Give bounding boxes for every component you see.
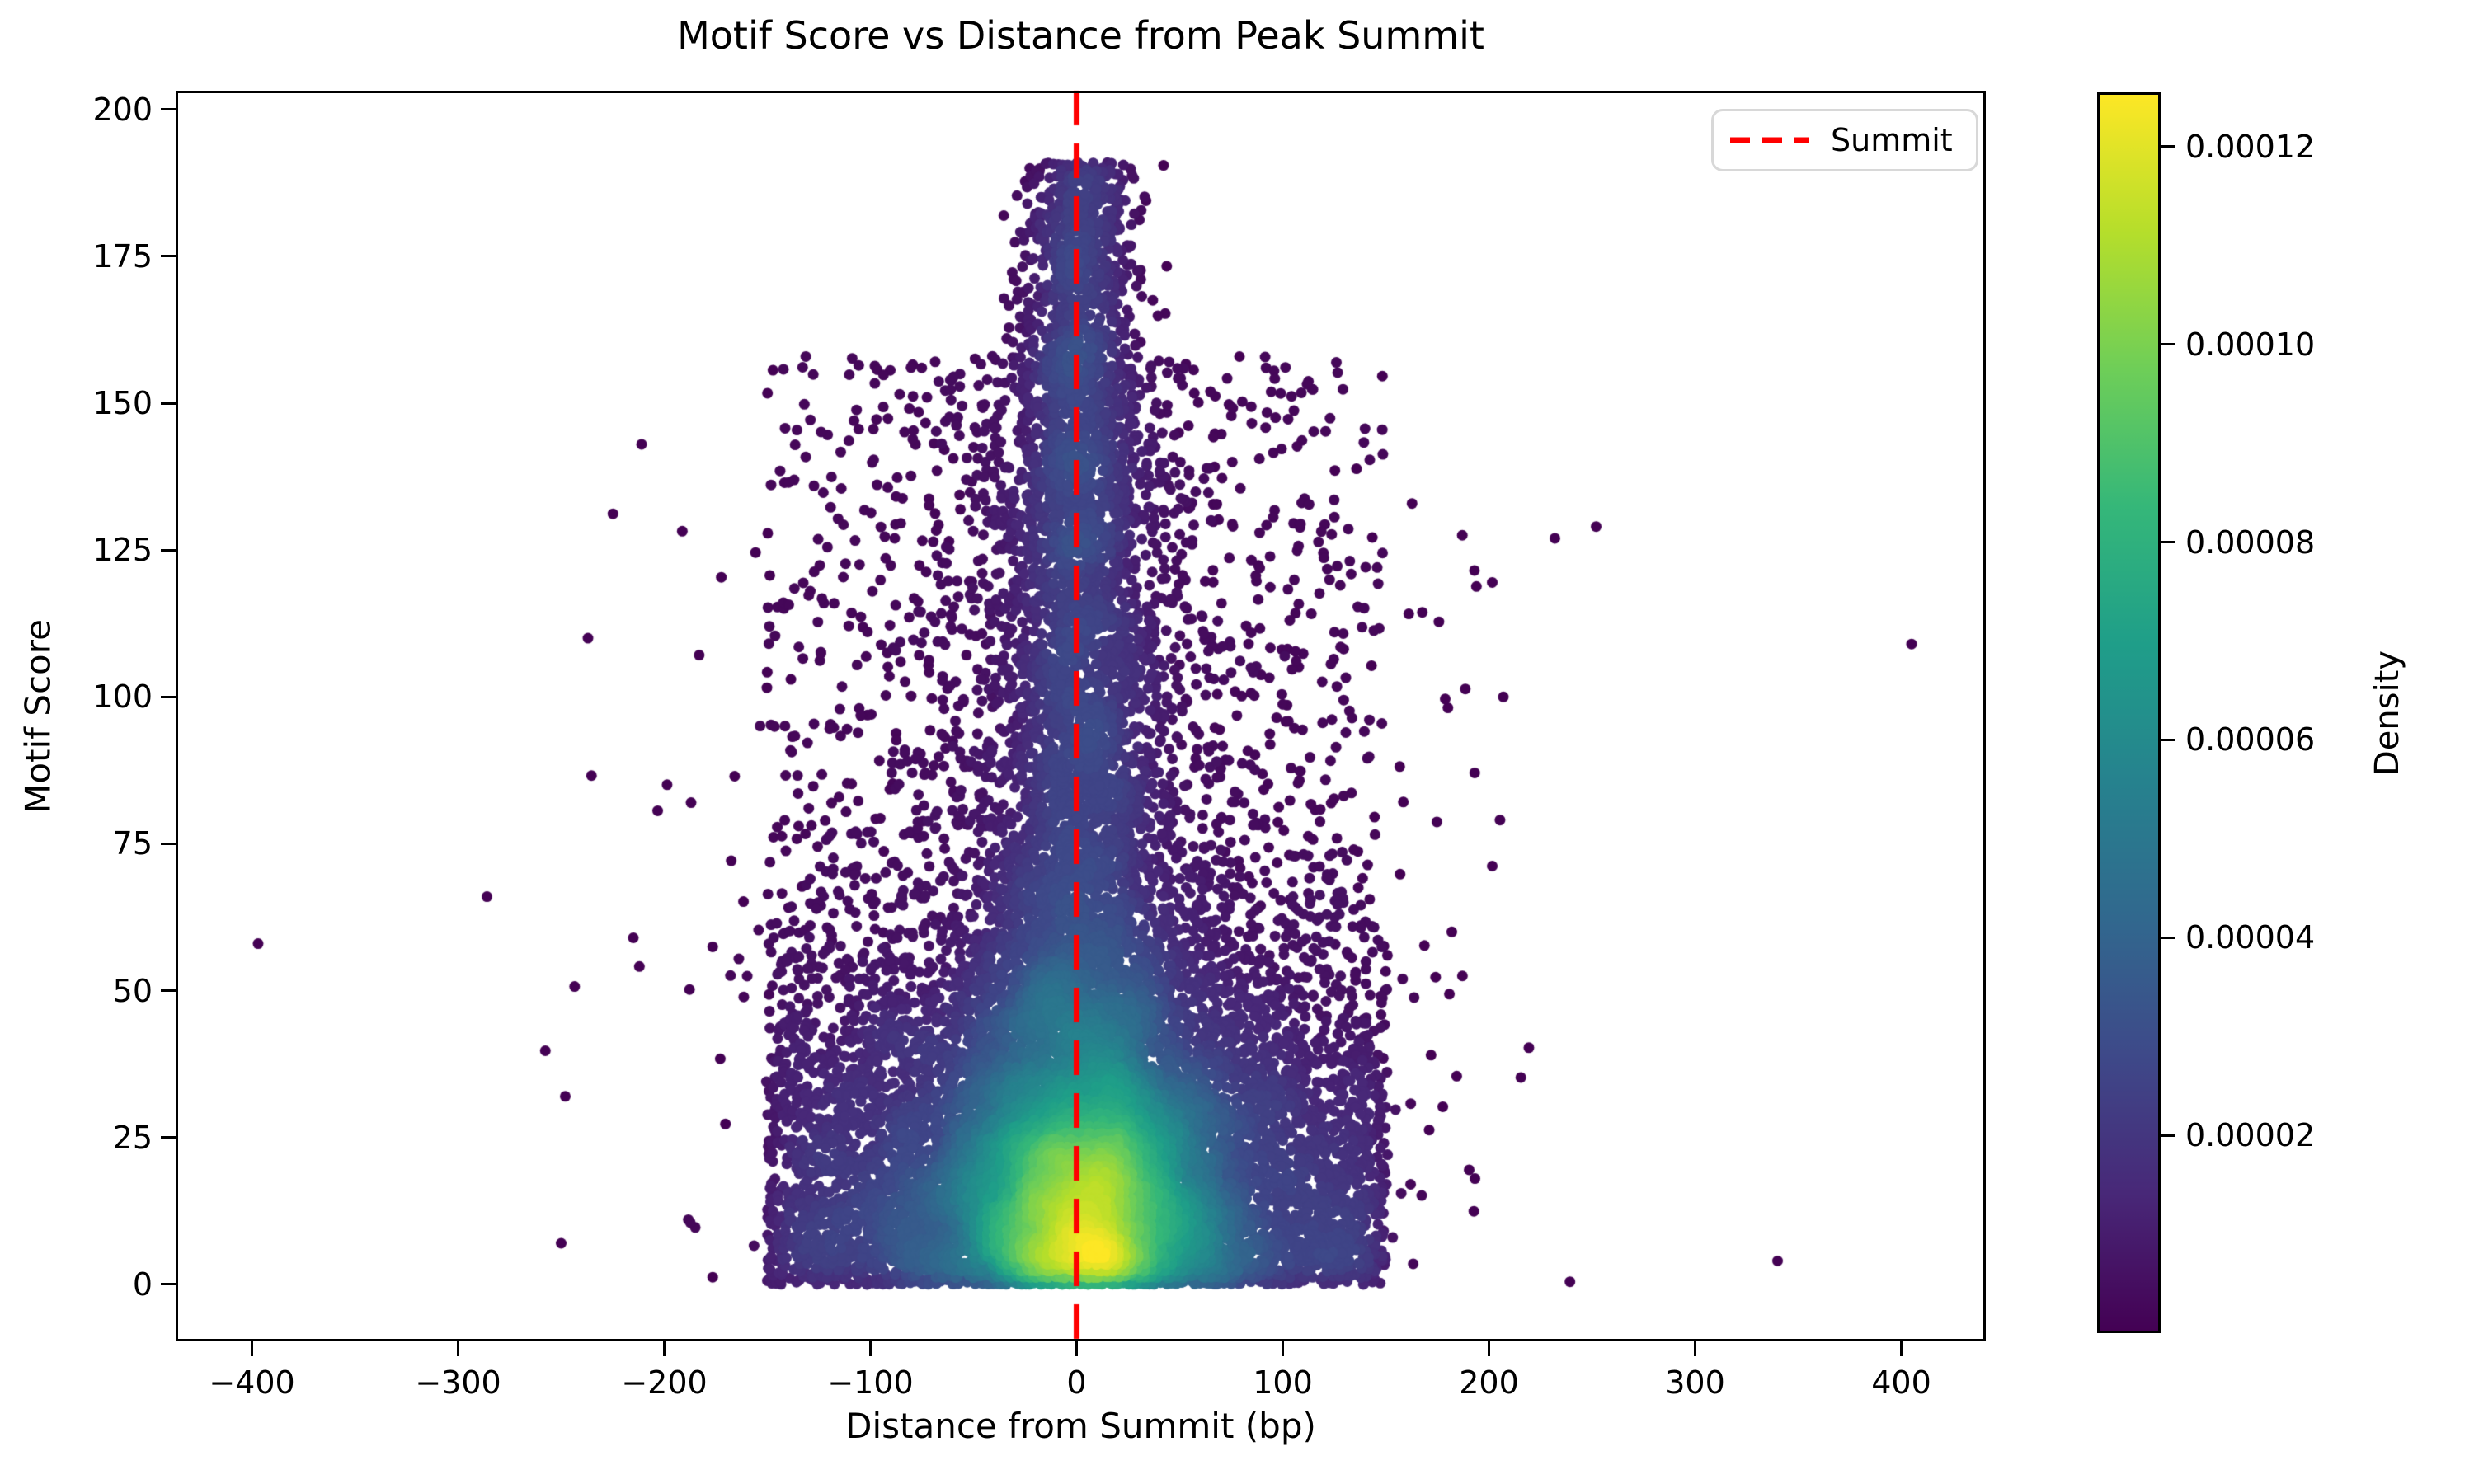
x-tick-mark <box>251 1341 253 1356</box>
y-tick-mark <box>161 1283 176 1286</box>
y-tick-mark <box>161 402 176 405</box>
colorbar-tick-label: 0.00004 <box>2185 919 2316 956</box>
x-tick-label: −200 <box>621 1364 708 1401</box>
colorbar-tick-mark <box>2161 343 2175 346</box>
x-tick-label: 100 <box>1253 1364 1313 1401</box>
y-tick-mark <box>161 108 176 111</box>
y-tick-label: 25 <box>112 1119 153 1156</box>
legend: Summit <box>1711 109 1978 171</box>
colorbar-tick-label: 0.00010 <box>2185 326 2316 363</box>
colorbar-tick-label: 0.00012 <box>2185 128 2316 165</box>
y-tick-label: 100 <box>92 679 153 716</box>
x-tick-label: 400 <box>1871 1364 1931 1401</box>
y-tick-mark <box>161 548 176 552</box>
colorbar-tick-label: 0.00002 <box>2185 1117 2316 1154</box>
colorbar-tick-mark <box>2161 936 2175 939</box>
colorbar <box>2097 92 2161 1333</box>
x-tick-mark <box>1694 1341 1696 1356</box>
y-tick-mark <box>161 695 176 698</box>
y-tick-mark <box>161 842 176 845</box>
x-tick-label: 300 <box>1665 1364 1725 1401</box>
x-tick-mark <box>457 1341 459 1356</box>
y-tick-label: 200 <box>92 91 153 128</box>
y-tick-label: 0 <box>132 1266 153 1303</box>
x-tick-label: −100 <box>827 1364 914 1401</box>
y-tick-mark <box>161 255 176 258</box>
x-tick-label: −400 <box>209 1364 295 1401</box>
colorbar-tick-mark <box>2161 541 2175 544</box>
x-tick-label: −300 <box>415 1364 501 1401</box>
x-tick-label: 200 <box>1459 1364 1519 1401</box>
y-tick-mark <box>161 989 176 993</box>
legend-label-summit: Summit <box>1831 122 1953 158</box>
y-axis-label: Motif Score <box>17 618 59 814</box>
x-tick-mark <box>1900 1341 1903 1356</box>
y-tick-label: 175 <box>92 237 153 275</box>
colorbar-tick-mark <box>2161 145 2175 148</box>
colorbar-tick-mark <box>2161 1134 2175 1137</box>
plot-area-border <box>176 91 1986 1341</box>
x-tick-mark <box>1075 1341 1078 1356</box>
colorbar-tick-label: 0.00006 <box>2185 721 2316 758</box>
x-axis-label: Distance from Summit (bp) <box>845 1406 1316 1446</box>
y-tick-label: 75 <box>112 825 153 862</box>
colorbar-label: Density <box>2368 650 2406 776</box>
y-tick-label: 50 <box>112 972 153 1009</box>
y-tick-label: 150 <box>92 385 153 422</box>
colorbar-tick-label: 0.00008 <box>2185 524 2316 561</box>
chart-title: Motif Score vs Distance from Peak Summit <box>677 13 1484 58</box>
x-tick-mark <box>1488 1341 1490 1356</box>
x-tick-mark <box>663 1341 666 1356</box>
x-tick-mark <box>1282 1341 1284 1356</box>
colorbar-tick-mark <box>2161 738 2175 741</box>
y-tick-mark <box>161 1136 176 1139</box>
y-tick-label: 125 <box>92 532 153 569</box>
x-tick-label: 0 <box>1066 1364 1087 1401</box>
x-tick-mark <box>869 1341 872 1356</box>
summit-dashed-line-icon <box>1730 137 1809 143</box>
